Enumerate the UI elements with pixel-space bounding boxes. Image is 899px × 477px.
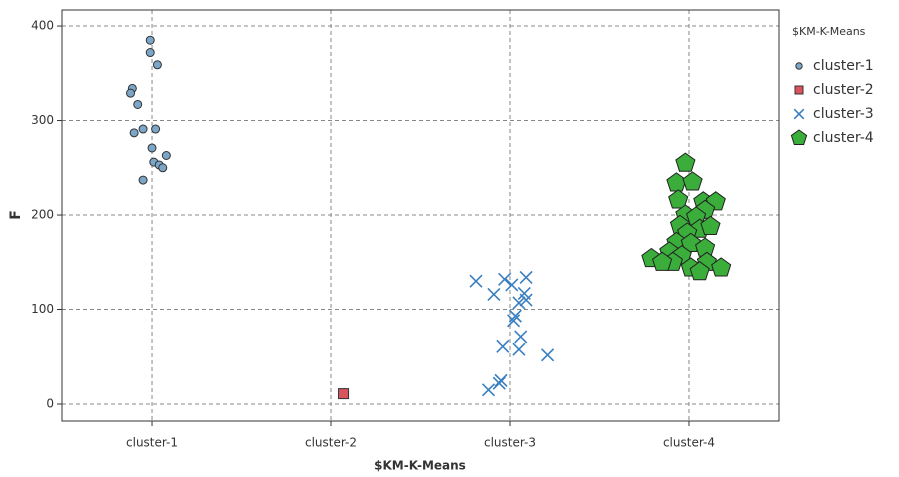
y-tick-label: 300 xyxy=(31,113,54,127)
legend-marker xyxy=(794,85,804,95)
point xyxy=(514,330,528,344)
point xyxy=(541,348,555,362)
point xyxy=(145,35,155,45)
legend-label: cluster-4 xyxy=(813,130,874,146)
legend-label: cluster-1 xyxy=(813,58,874,74)
point xyxy=(152,60,162,70)
x-tick-label: cluster-1 xyxy=(126,436,178,450)
legend-label: cluster-3 xyxy=(813,106,874,122)
point xyxy=(505,278,519,292)
point xyxy=(338,388,350,400)
point xyxy=(147,143,157,153)
point xyxy=(487,287,501,301)
point xyxy=(652,251,673,271)
y-tick-label: 200 xyxy=(31,208,54,222)
x-axis-label: $KM-K-Means xyxy=(374,459,466,473)
point xyxy=(145,48,155,58)
x-tick-label: cluster-3 xyxy=(484,436,536,450)
point xyxy=(668,189,689,209)
point xyxy=(126,88,136,98)
point xyxy=(133,99,143,109)
y-axis-label: F xyxy=(8,210,24,220)
point xyxy=(492,376,506,390)
legend-marker xyxy=(793,108,805,120)
point xyxy=(481,383,496,397)
plot-frame xyxy=(61,9,780,422)
point xyxy=(496,339,510,353)
point xyxy=(138,124,148,134)
point xyxy=(469,274,483,288)
y-tick-label: 100 xyxy=(31,302,54,316)
y-tick-label: 0 xyxy=(46,396,54,410)
legend-marker xyxy=(795,62,803,70)
point xyxy=(711,257,732,277)
point xyxy=(519,270,533,284)
point xyxy=(507,314,521,328)
point xyxy=(158,163,168,173)
legend-title: $KM-K-Means xyxy=(792,25,866,38)
x-tick-label: cluster-2 xyxy=(305,436,357,450)
x-tick-label: cluster-4 xyxy=(663,436,715,450)
point xyxy=(689,261,710,281)
point xyxy=(498,272,512,286)
point xyxy=(680,232,701,252)
point xyxy=(508,309,522,323)
point xyxy=(151,124,161,134)
point xyxy=(675,152,696,172)
point xyxy=(512,296,526,310)
point xyxy=(512,342,526,356)
point xyxy=(138,175,148,185)
point xyxy=(666,172,687,192)
point xyxy=(682,171,703,191)
legend-marker xyxy=(790,129,808,145)
point xyxy=(519,293,533,307)
point xyxy=(161,151,171,161)
y-tick-label: 400 xyxy=(31,19,54,33)
point xyxy=(700,215,721,235)
point xyxy=(129,128,139,138)
legend-label: cluster-2 xyxy=(813,82,874,98)
